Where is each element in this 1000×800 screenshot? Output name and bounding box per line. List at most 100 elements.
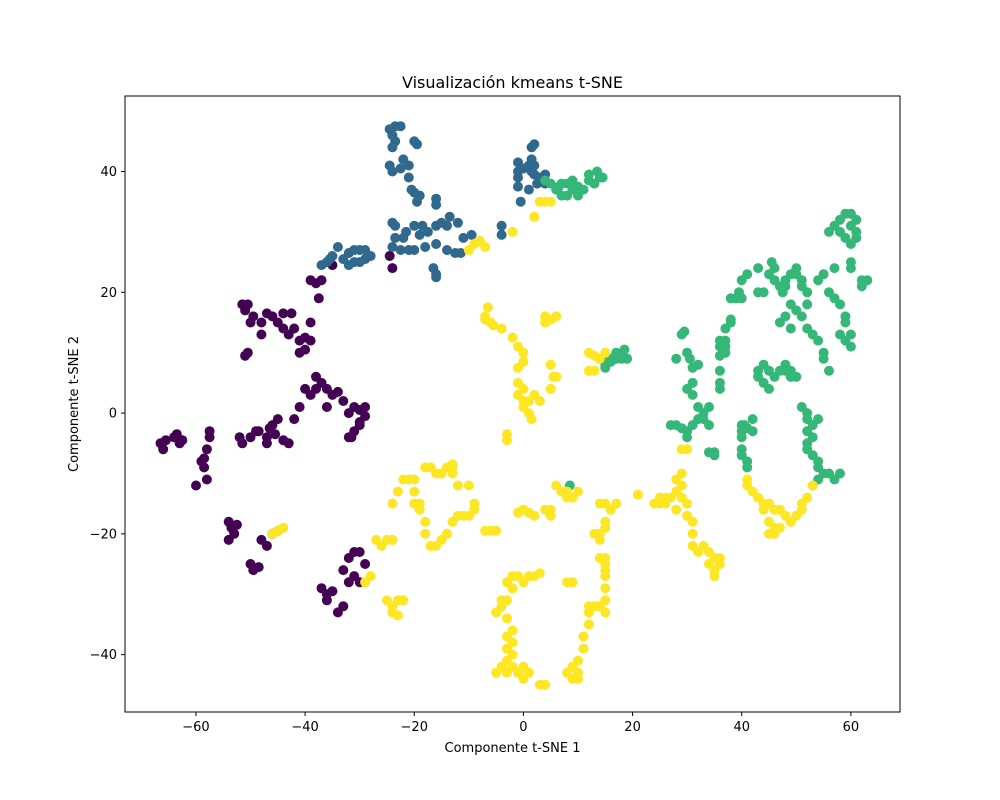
data-point-cluster-3	[633, 489, 643, 500]
data-point-cluster-2	[840, 317, 851, 328]
data-point-cluster-3	[534, 396, 545, 406]
data-point-cluster-3	[513, 362, 523, 373]
data-point-cluster-1	[442, 245, 452, 255]
data-point-cluster-1	[332, 242, 343, 252]
data-point-cluster-1	[412, 196, 422, 207]
data-point-cluster-2	[845, 329, 856, 340]
x-tick-label: 40	[733, 720, 750, 735]
data-point-cluster-0	[343, 577, 354, 588]
data-point-cluster-3	[600, 583, 611, 594]
data-point-cluster-0	[261, 438, 272, 449]
data-point-cluster-1	[496, 220, 507, 231]
data-point-cluster-1	[444, 211, 455, 222]
data-point-cluster-3	[802, 492, 813, 503]
data-point-cluster-0	[160, 435, 171, 446]
data-point-cluster-3	[507, 637, 518, 648]
y-tick-label: −40	[90, 648, 117, 663]
data-point-cluster-3	[573, 673, 583, 684]
data-point-cluster-0	[289, 414, 300, 425]
data-point-cluster-3	[392, 610, 403, 621]
data-point-cluster-1	[395, 163, 406, 174]
chart-title: Visualización kmeans t-SNE	[402, 73, 623, 92]
data-point-cluster-2	[725, 314, 736, 325]
data-point-cluster-1	[466, 229, 477, 240]
data-point-cluster-0	[327, 586, 338, 597]
data-point-cluster-1	[452, 217, 463, 228]
data-point-cluster-0	[242, 347, 253, 358]
data-point-cluster-3	[507, 226, 518, 237]
data-point-cluster-3	[442, 528, 452, 539]
data-point-cluster-3	[660, 498, 671, 509]
data-point-cluster-0	[264, 423, 275, 434]
data-point-cluster-3	[488, 320, 499, 331]
data-point-cluster-0	[360, 402, 371, 412]
data-point-cluster-0	[237, 438, 248, 449]
data-point-cluster-0	[316, 275, 327, 286]
data-point-cluster-2	[747, 414, 758, 425]
data-point-cluster-3	[589, 528, 600, 539]
data-point-cluster-2	[567, 184, 578, 195]
data-point-cluster-0	[300, 332, 311, 343]
data-point-cluster-3	[545, 359, 556, 370]
data-point-cluster-2	[671, 353, 682, 364]
data-point-cluster-1	[387, 242, 398, 252]
data-point-cluster-3	[420, 528, 431, 539]
data-point-cluster-1	[428, 263, 439, 274]
y-tick-label: −20	[90, 527, 117, 542]
data-point-cluster-0	[332, 386, 343, 397]
data-point-cluster-0	[158, 444, 169, 455]
data-point-cluster-3	[409, 474, 420, 485]
data-point-cluster-2	[682, 432, 693, 443]
data-point-cluster-3	[600, 607, 611, 618]
y-tick-label: 0	[109, 407, 117, 422]
data-point-cluster-3	[682, 498, 693, 509]
data-point-cluster-1	[395, 245, 406, 255]
data-point-cluster-2	[714, 377, 725, 388]
data-point-cluster-3	[589, 365, 600, 376]
data-point-cluster-3	[502, 577, 512, 588]
data-point-cluster-1	[398, 232, 409, 243]
data-point-cluster-3	[573, 486, 583, 497]
data-point-cluster-2	[540, 175, 551, 186]
data-point-cluster-0	[387, 263, 398, 274]
data-point-cluster-0	[253, 426, 264, 437]
data-point-cluster-3	[496, 323, 507, 334]
data-point-cluster-2	[742, 462, 753, 473]
data-point-cluster-3	[545, 196, 556, 207]
data-point-cluster-1	[523, 184, 534, 195]
data-point-cluster-2	[813, 335, 824, 346]
data-point-cluster-3	[414, 504, 425, 515]
data-point-cluster-3	[600, 516, 611, 527]
data-point-cluster-3	[540, 317, 551, 328]
data-point-cluster-3	[496, 595, 507, 606]
data-point-cluster-1	[387, 142, 398, 153]
data-point-cluster-2	[736, 432, 747, 443]
data-point-cluster-0	[231, 519, 242, 530]
data-point-cluster-3	[387, 534, 398, 545]
data-point-cluster-2	[704, 420, 714, 431]
data-point-cluster-0	[256, 329, 267, 340]
data-point-cluster-0	[242, 299, 253, 310]
data-point-cluster-3	[469, 498, 480, 509]
data-point-cluster-2	[785, 323, 796, 334]
data-point-cluster-1	[414, 229, 425, 240]
data-point-cluster-1	[403, 172, 414, 183]
data-point-cluster-1	[422, 226, 433, 237]
data-point-cluster-2	[704, 402, 714, 412]
data-point-cluster-0	[256, 317, 267, 328]
data-point-cluster-3	[360, 577, 371, 588]
data-point-cluster-1	[360, 245, 371, 255]
data-point-cluster-3	[463, 245, 474, 255]
data-point-cluster-2	[665, 420, 676, 431]
data-point-cluster-3	[556, 486, 567, 497]
data-point-cluster-0	[305, 317, 316, 328]
x-tick-label: −40	[291, 720, 318, 735]
data-point-cluster-1	[420, 242, 431, 252]
data-point-cluster-3	[398, 595, 409, 606]
data-point-cluster-0	[338, 396, 349, 406]
data-point-cluster-1	[458, 232, 469, 243]
data-point-cluster-3	[600, 595, 611, 606]
data-point-cluster-2	[796, 402, 807, 412]
data-point-cluster-2	[736, 293, 747, 304]
